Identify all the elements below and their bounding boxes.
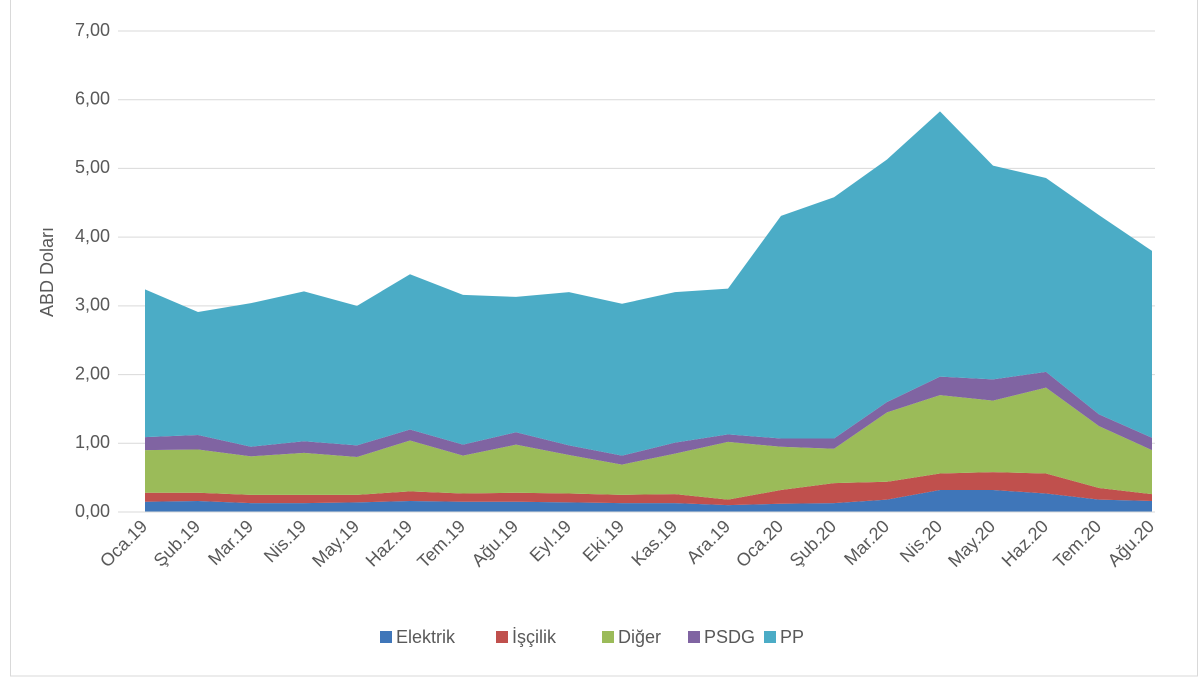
legend-swatch: [764, 631, 776, 643]
y-tick-label: 3,00: [75, 295, 110, 315]
legend-swatch: [688, 631, 700, 643]
legend-label: Diğer: [618, 627, 661, 647]
area: [145, 387, 1152, 500]
y-tick-label: 4,00: [75, 226, 110, 246]
legend-label: Elektrik: [396, 627, 456, 647]
legend-swatch: [602, 631, 614, 643]
area: [145, 371, 1152, 465]
area: [145, 472, 1152, 506]
y-tick-label: 0,00: [75, 501, 110, 521]
y-tick-label: 5,00: [75, 157, 110, 177]
y-tick-label: 2,00: [75, 363, 110, 383]
legend-swatch: [380, 631, 392, 643]
legend-label: PP: [780, 627, 804, 647]
area: [145, 111, 1152, 456]
y-tick-label: 7,00: [75, 20, 110, 40]
legend-swatch: [496, 631, 508, 643]
area: [145, 490, 1152, 512]
y-axis-label: ABD Doları: [37, 227, 57, 317]
y-tick-label: 1,00: [75, 432, 110, 452]
legend-label: İşçilik: [512, 627, 557, 647]
legend-label: PSDG: [704, 627, 755, 647]
y-tick-label: 6,00: [75, 88, 110, 108]
